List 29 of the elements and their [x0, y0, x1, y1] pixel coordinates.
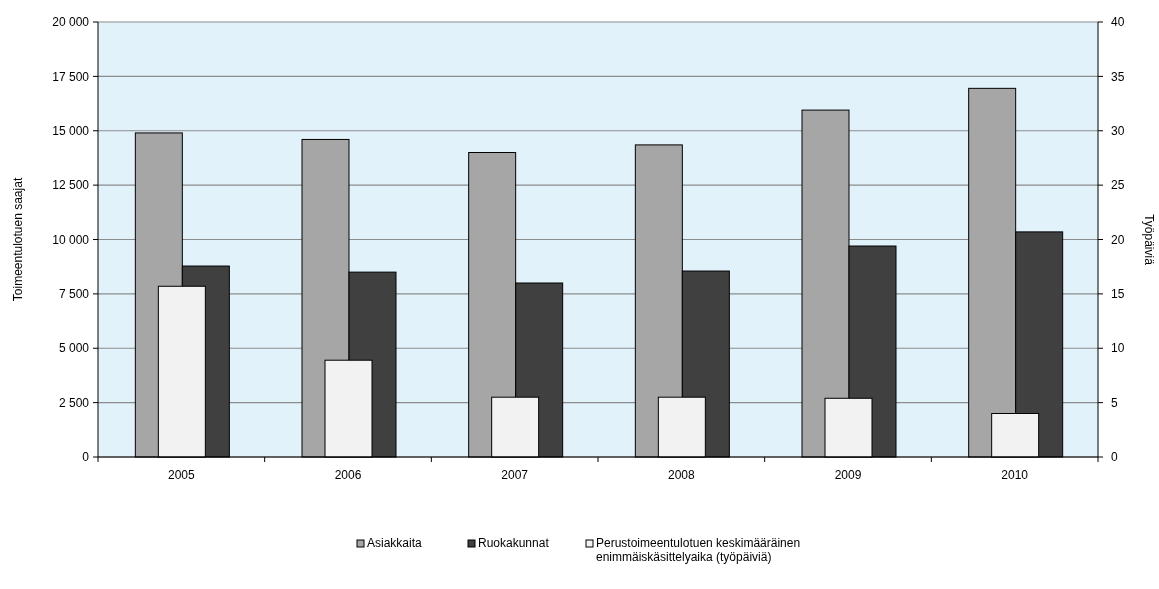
y-tick-label: 20 000 — [52, 15, 90, 30]
y-tick-label: 17 500 — [52, 69, 90, 84]
legend-label: Perustoimeentulotuen keskimääräinen enimmäiskäsittelyaika (työpäiviä) — [596, 536, 801, 564]
x-tick-label: 2010 — [1001, 468, 1029, 482]
y-axis-title: Toimeentulotuen saajat — [11, 177, 25, 302]
y-tick-label: 15 000 — [52, 123, 90, 138]
x-tick-label: 2007 — [501, 468, 529, 482]
y2-tick-label: 35 — [1111, 69, 1125, 84]
x-tick-label: 2008 — [667, 468, 695, 482]
y-tick-label: 7 500 — [58, 287, 90, 302]
y-tick-label: 10 000 — [52, 232, 90, 247]
y2-tick-label: 0 — [1111, 450, 1118, 465]
y2-tick-label: 5 — [1111, 395, 1118, 410]
legend-label: Asiakkaita — [367, 536, 423, 550]
x-tick-label: 2005 — [167, 468, 195, 482]
y2-tick-label: 15 — [1111, 287, 1125, 302]
y2-tick-label: 10 — [1111, 341, 1125, 356]
y2-tick-label: 30 — [1111, 123, 1125, 138]
y-tick-label: 2 500 — [58, 395, 90, 410]
y2-tick-label: 20 — [1111, 232, 1125, 247]
x-tick-label: 2006 — [334, 468, 362, 482]
x-tick-label: 2009 — [834, 468, 862, 482]
y-tick-label: 5 000 — [58, 341, 90, 356]
y-tick-label: 12 500 — [52, 178, 90, 193]
legend-label: Ruokakunnat — [478, 536, 550, 550]
y2-tick-label: 25 — [1111, 178, 1125, 193]
y-tick-label: 0 — [82, 450, 90, 465]
y2-tick-label: 40 — [1111, 15, 1125, 30]
y2-axis-title: Työpäiviä — [1142, 214, 1156, 266]
